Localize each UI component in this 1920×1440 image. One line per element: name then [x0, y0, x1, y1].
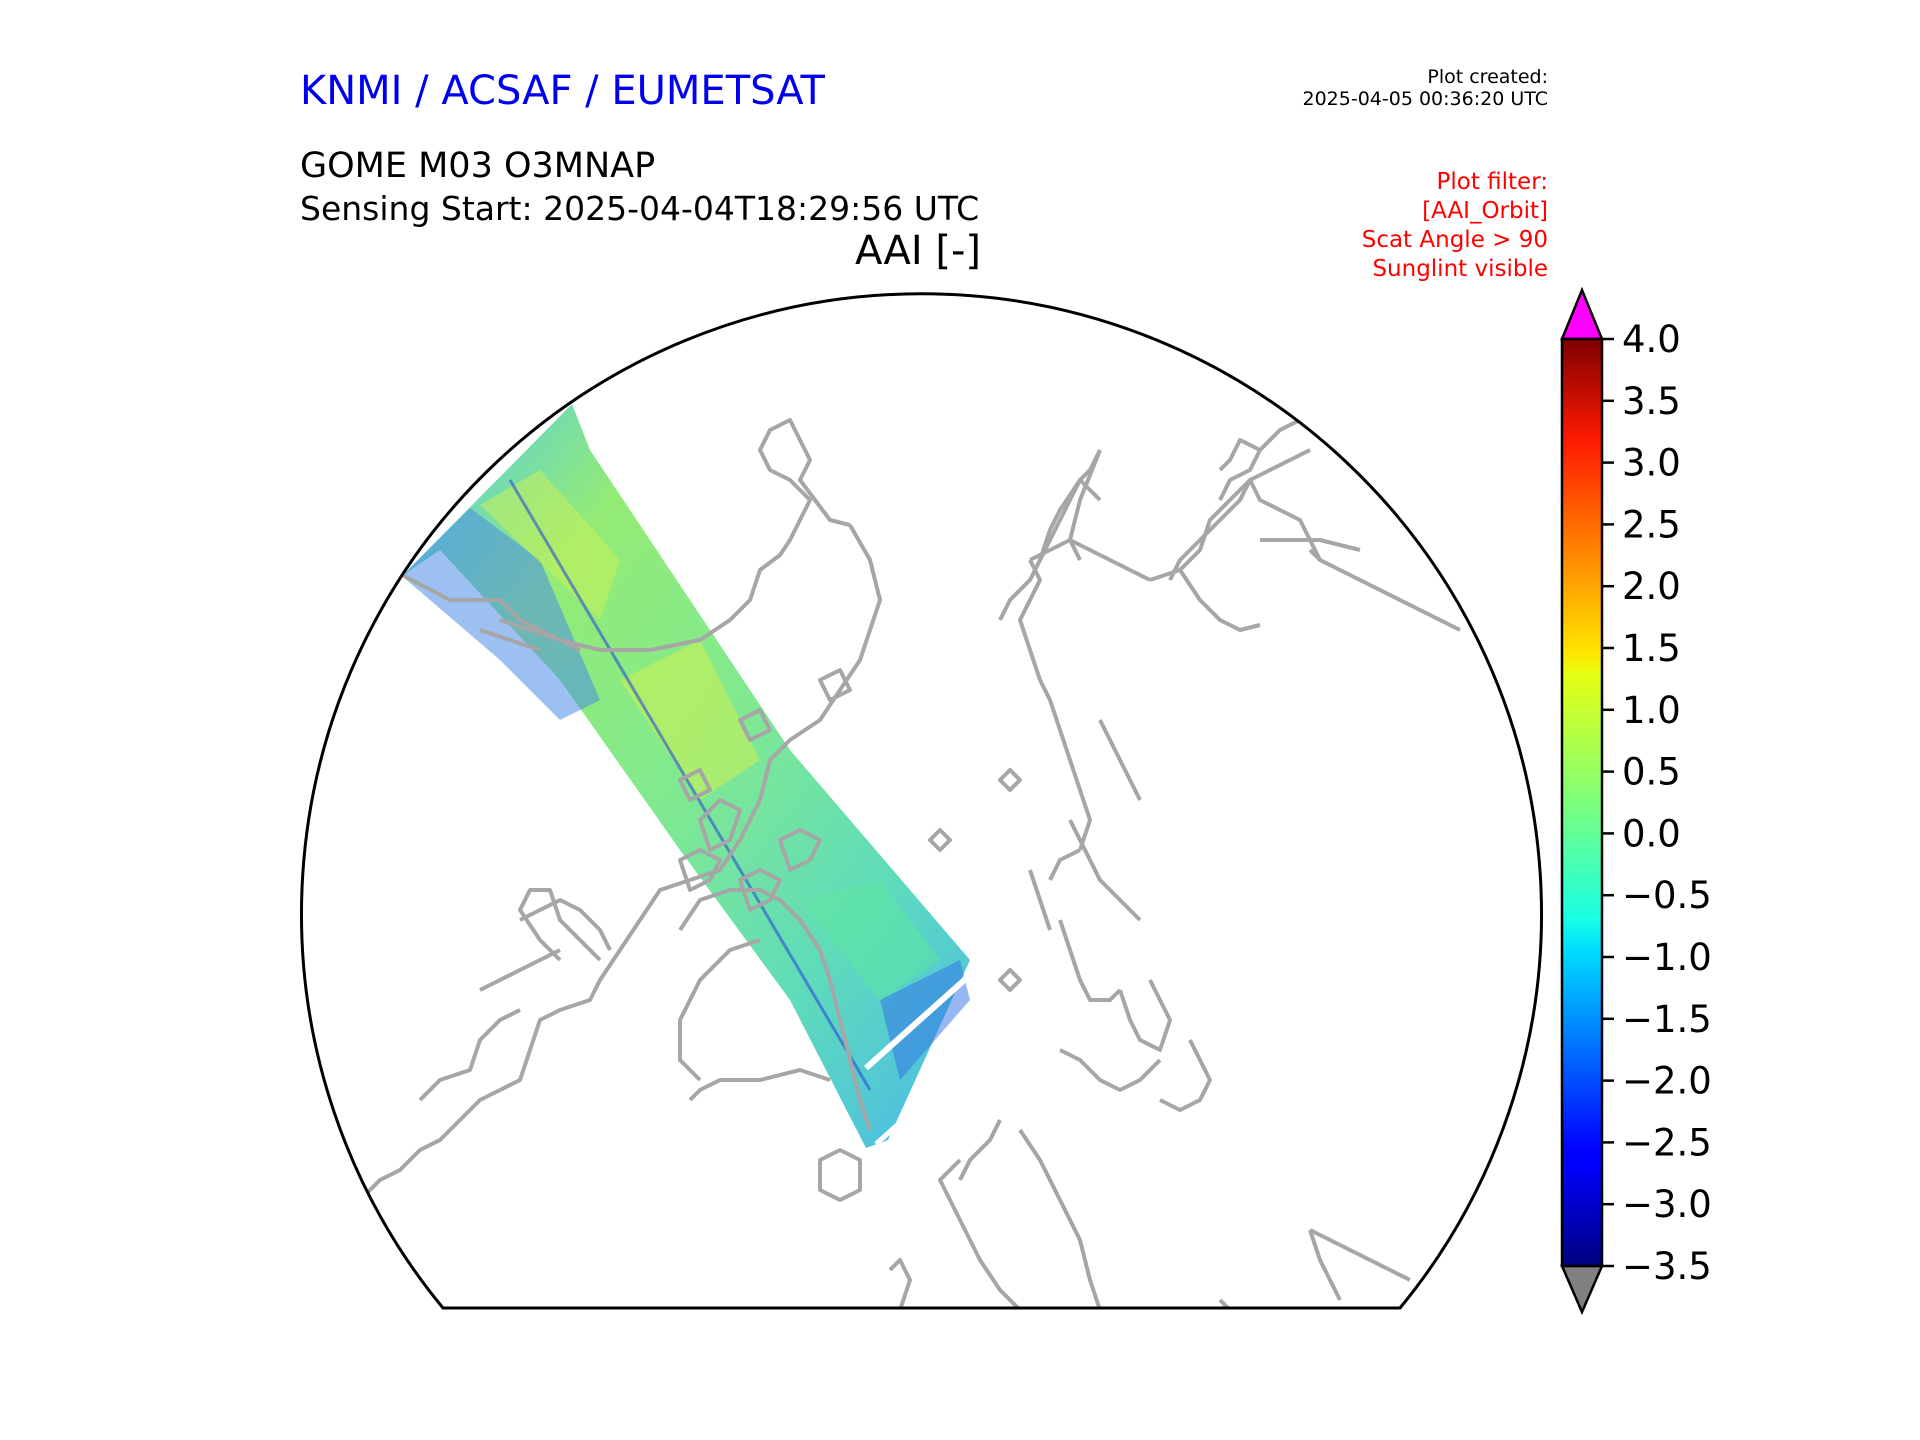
colorbar-tick-label: 2.5 — [1622, 503, 1681, 546]
plot-filter-line-2: Scat Angle > 90 — [1361, 227, 1548, 253]
colorbar-tick-label: −1.0 — [1622, 936, 1712, 979]
plot-filter-info: Plot filter: [AAI_Orbit] Scat Angle > 90… — [1362, 168, 1548, 284]
plot-created-label: Plot created: — [1427, 66, 1548, 88]
map-boundary — [300, 292, 1543, 1310]
colorbar-tick-label: 3.0 — [1622, 442, 1681, 485]
colorbar-tick-label: 3.5 — [1622, 380, 1681, 423]
colorbar-tick-label: −3.0 — [1622, 1183, 1712, 1226]
colorbar-tick-label: 1.0 — [1622, 689, 1681, 732]
colorbar-tick-label: 0.5 — [1622, 751, 1681, 794]
colorbar-over-extension — [1560, 286, 1604, 341]
plot-filter-line-0: Plot filter: — [1436, 169, 1548, 195]
colorbar-tick-label: −1.5 — [1622, 998, 1712, 1041]
colorbar: 4.0 3.5 3.0 2.5 2.0 1.5 1.0 0.5 0.0 −0.5 −1.0 −1.5 −… — [1560, 286, 1712, 1316]
map-area — [318, 378, 1472, 1308]
colorbar-tick-label: −2.5 — [1622, 1121, 1712, 1164]
variable-title: AAI [-] — [855, 228, 981, 274]
colorbar-tick-label: −3.5 — [1622, 1245, 1712, 1288]
colorbar-under-extension — [1560, 1264, 1604, 1316]
colorbar-tick-label: −2.0 — [1622, 1060, 1712, 1103]
organization-title: KNMI / ACSAF / EUMETSAT — [300, 68, 825, 114]
plot-created-info: Plot created: 2025-04-05 00:36:20 UTC — [1303, 66, 1549, 110]
colorbar-gradient — [1560, 337, 1604, 1268]
plot-filter-line-1: [AAI_Orbit] — [1422, 198, 1548, 224]
plot-filter-line-3: Sunglint visible — [1372, 256, 1548, 282]
product-title: GOME M03 O3MNAP — [300, 146, 656, 186]
colorbar-tick-label: −0.5 — [1622, 874, 1712, 917]
colorbar-tick-label: 4.0 — [1622, 318, 1681, 361]
colorbar-tick-label: 1.5 — [1622, 627, 1681, 670]
sensing-start: Sensing Start: 2025-04-04T18:29:56 UTC — [300, 189, 980, 228]
plot-created-time: 2025-04-05 00:36:20 UTC — [1302, 88, 1549, 110]
colorbar-tick-label: 2.0 — [1622, 565, 1681, 608]
colorbar-tick-label: 0.0 — [1622, 812, 1681, 855]
